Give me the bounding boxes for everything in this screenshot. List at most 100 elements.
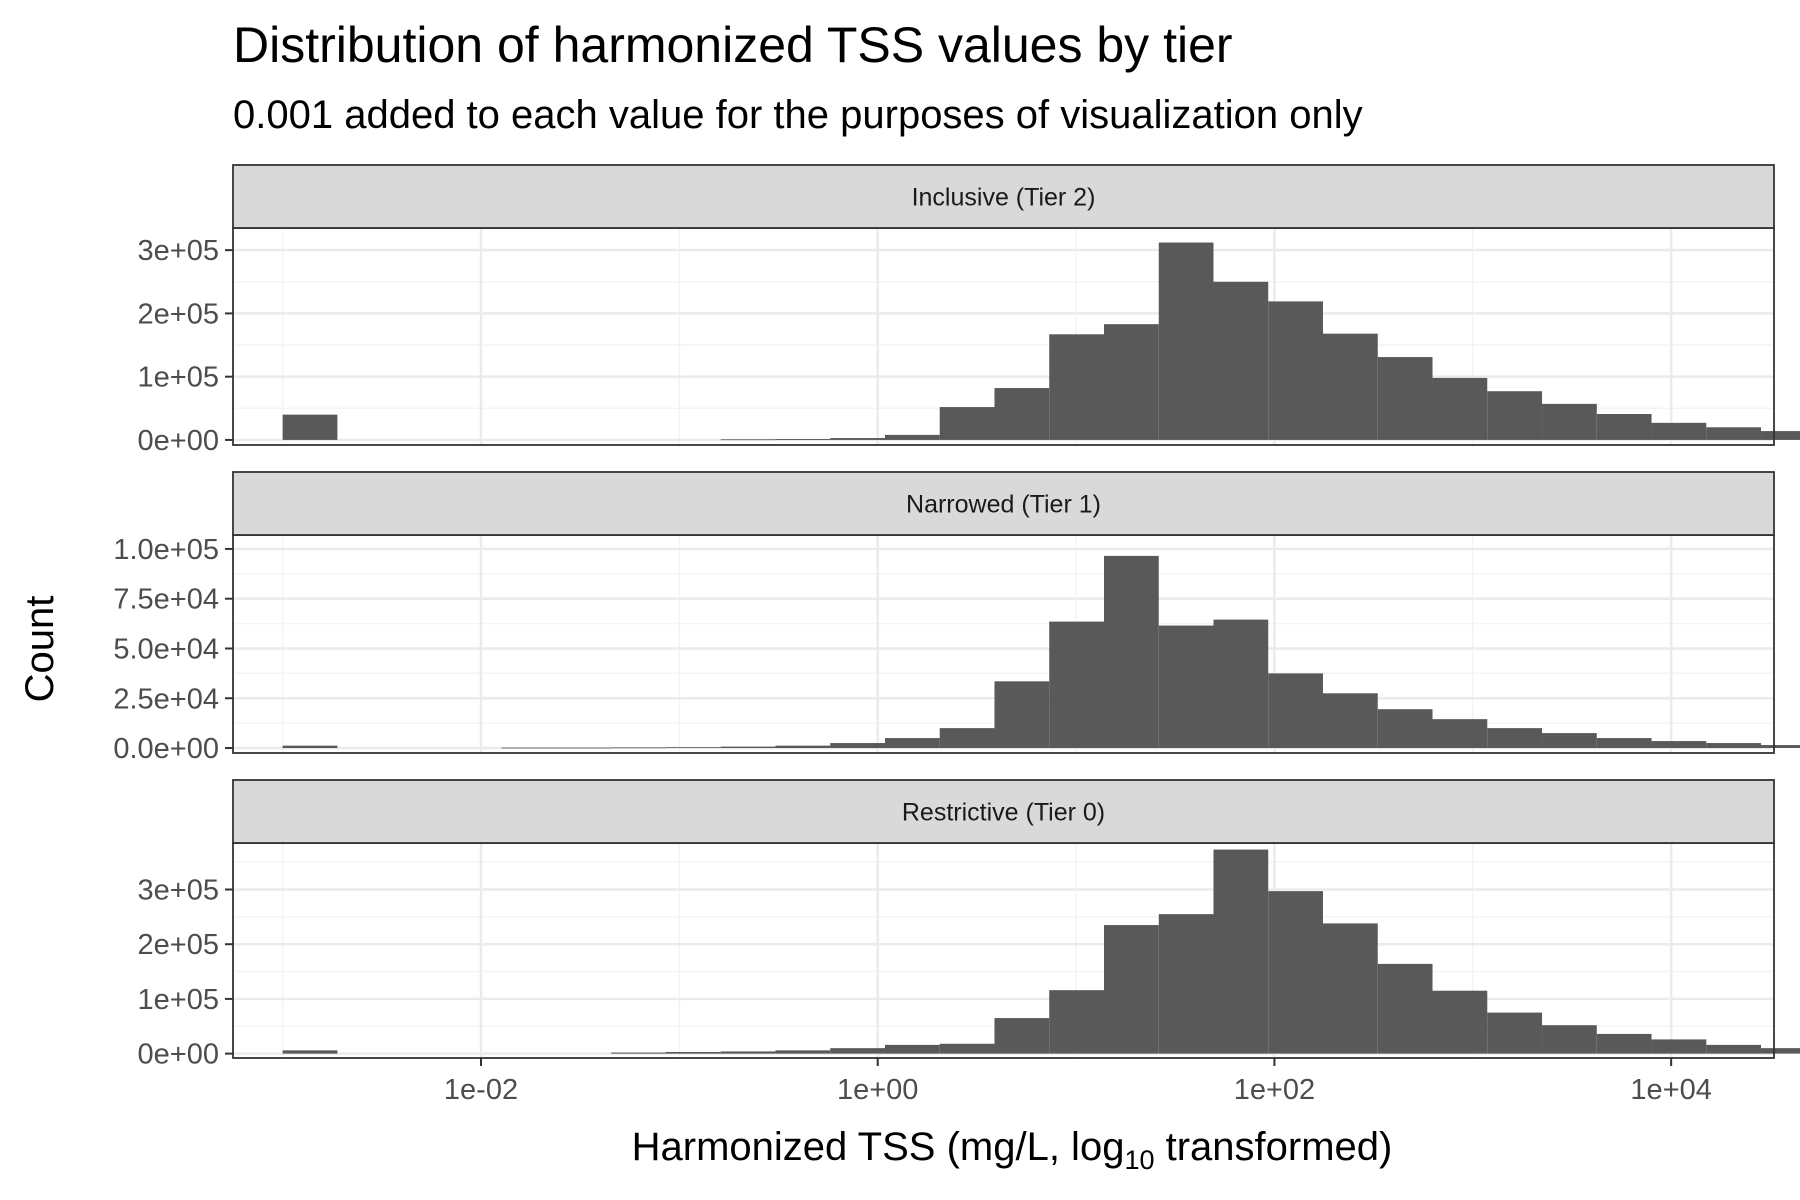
y-tick-label: 0e+00 — [138, 1039, 219, 1071]
histogram-bar — [1651, 741, 1707, 749]
histogram-bar — [1761, 745, 1800, 749]
histogram-bar — [1761, 431, 1800, 440]
facet-panel-1: Inclusive (Tier 2) 0e+00 1e+05 2e+05 3e+05 — [138, 164, 1800, 457]
facet-strip — [232, 779, 1775, 844]
x-tick-label: 1e+00 — [837, 1074, 918, 1106]
histogram-bar — [1377, 357, 1433, 440]
y-tick-label: 2e+05 — [138, 929, 219, 961]
y-tick-label: 1e+05 — [138, 984, 219, 1016]
histogram-bar — [282, 1050, 338, 1054]
histogram-bar — [1377, 963, 1433, 1054]
y-axis-label: Count — [18, 596, 62, 703]
histogram-bar — [1706, 427, 1762, 440]
y-tick-label: 7.5e+04 — [113, 584, 219, 616]
facet-strip — [232, 471, 1775, 536]
x-tick-label: 1e-02 — [444, 1074, 518, 1106]
histogram-bar — [611, 1052, 666, 1054]
y-tick-label: 1e+05 — [138, 362, 219, 394]
histogram-bar — [994, 681, 1050, 749]
histogram-bar — [1596, 414, 1652, 440]
histogram-bar — [1158, 914, 1214, 1054]
histogram-bar — [1104, 925, 1159, 1054]
y-tick-label: 0.0e+00 — [113, 733, 219, 765]
histogram-bar — [775, 438, 831, 440]
y-tick-label: 5.0e+04 — [113, 633, 219, 665]
histogram-bar — [1706, 1044, 1762, 1054]
histogram-bar — [1651, 422, 1707, 440]
y-tick-label: 2e+05 — [138, 298, 219, 330]
histogram-bar — [1322, 333, 1378, 440]
facet-strip — [232, 164, 1775, 229]
histogram-bar — [1104, 555, 1159, 749]
histogram-bar — [501, 747, 557, 749]
histogram-bar — [1268, 891, 1323, 1054]
facet-panel-3: Restrictive (Tier 0) 0e+00 1e+05 2e+05 3e+05 — [138, 779, 1800, 1071]
histogram-bar — [1213, 281, 1269, 440]
facet-strip-label: Restrictive (Tier 0) — [902, 799, 1105, 827]
x-tick-label: 1e+02 — [1234, 1074, 1315, 1106]
histogram-bar — [994, 1018, 1050, 1054]
histogram-bar — [1268, 673, 1323, 749]
x-axis: 1e-02 1e+00 1e+02 1e+04 — [444, 1058, 1712, 1106]
histogram-bar — [1542, 403, 1597, 440]
histogram-bar — [1761, 1048, 1800, 1054]
histogram-bar — [611, 747, 666, 749]
histogram-bar — [720, 746, 776, 749]
histogram-bar — [939, 1043, 995, 1054]
histogram-bar — [775, 1050, 831, 1054]
histogram-bar — [1542, 1025, 1597, 1054]
histogram-bar — [939, 407, 995, 440]
histogram-bar — [1432, 990, 1488, 1054]
histogram-bar — [1268, 301, 1323, 440]
histogram-bar — [1377, 709, 1433, 749]
histogram-bar — [720, 439, 776, 441]
histogram-bar — [665, 1051, 721, 1054]
y-tick-label: 3e+05 — [138, 235, 219, 267]
histogram-bar — [1104, 324, 1159, 440]
y-tick-label: 2.5e+04 — [113, 683, 219, 715]
histogram-bar — [1487, 391, 1543, 440]
histogram-bar — [1049, 621, 1105, 749]
facet-panel-2: Narrowed (Tier 1) 0.0e+00 2.5e+04 5.0e+04 7.… — [113, 471, 1800, 765]
histogram-bar — [775, 745, 831, 749]
histogram-bar — [1706, 743, 1762, 749]
histogram-bar — [830, 1048, 885, 1054]
x-axis-label-subscript: 10 — [1124, 1145, 1154, 1175]
y-tick-label: 0e+00 — [138, 425, 219, 457]
histogram-bar — [884, 738, 940, 749]
histogram-bar — [1158, 242, 1214, 440]
histogram-bar — [1487, 728, 1543, 749]
histogram-bar — [884, 1044, 940, 1054]
histogram-bar — [1596, 738, 1652, 749]
histogram-bar — [830, 438, 885, 440]
histogram-bar — [1487, 1012, 1543, 1054]
x-tick-label: 1e+04 — [1630, 1074, 1711, 1106]
histogram-bar — [1213, 849, 1269, 1054]
histogram-bar — [1596, 1033, 1652, 1054]
histogram-bar — [884, 434, 940, 440]
histogram-bar — [282, 414, 338, 440]
histogram-bar — [994, 388, 1050, 440]
chart-title: Distribution of harmonized TSS values by… — [233, 17, 1233, 73]
histogram-bar — [1651, 1039, 1707, 1054]
histogram-bar — [720, 1051, 776, 1054]
histogram-bar — [282, 745, 338, 749]
histogram-bar — [1432, 719, 1488, 749]
histogram-bar — [1049, 334, 1105, 440]
y-tick-label: 1.0e+05 — [113, 534, 219, 566]
x-axis-label: Harmonized TSS (mg/L, log10 transformed) — [632, 1125, 1393, 1175]
facet-strip-label: Narrowed (Tier 1) — [906, 491, 1101, 519]
histogram-bar — [1158, 625, 1214, 749]
chart-subtitle: 0.001 added to each value for the purpos… — [233, 93, 1363, 137]
facet-strip-label: Inclusive (Tier 2) — [912, 184, 1096, 212]
histogram-bar — [1049, 990, 1105, 1054]
histogram-bar — [1322, 923, 1378, 1054]
histogram-bar — [665, 747, 721, 749]
histogram-bar — [939, 728, 995, 749]
histogram-bar — [830, 743, 885, 749]
histogram-bar — [1213, 619, 1269, 749]
histogram-bar — [556, 747, 612, 749]
y-tick-label: 3e+05 — [138, 875, 219, 907]
histogram-bar — [1322, 693, 1378, 749]
